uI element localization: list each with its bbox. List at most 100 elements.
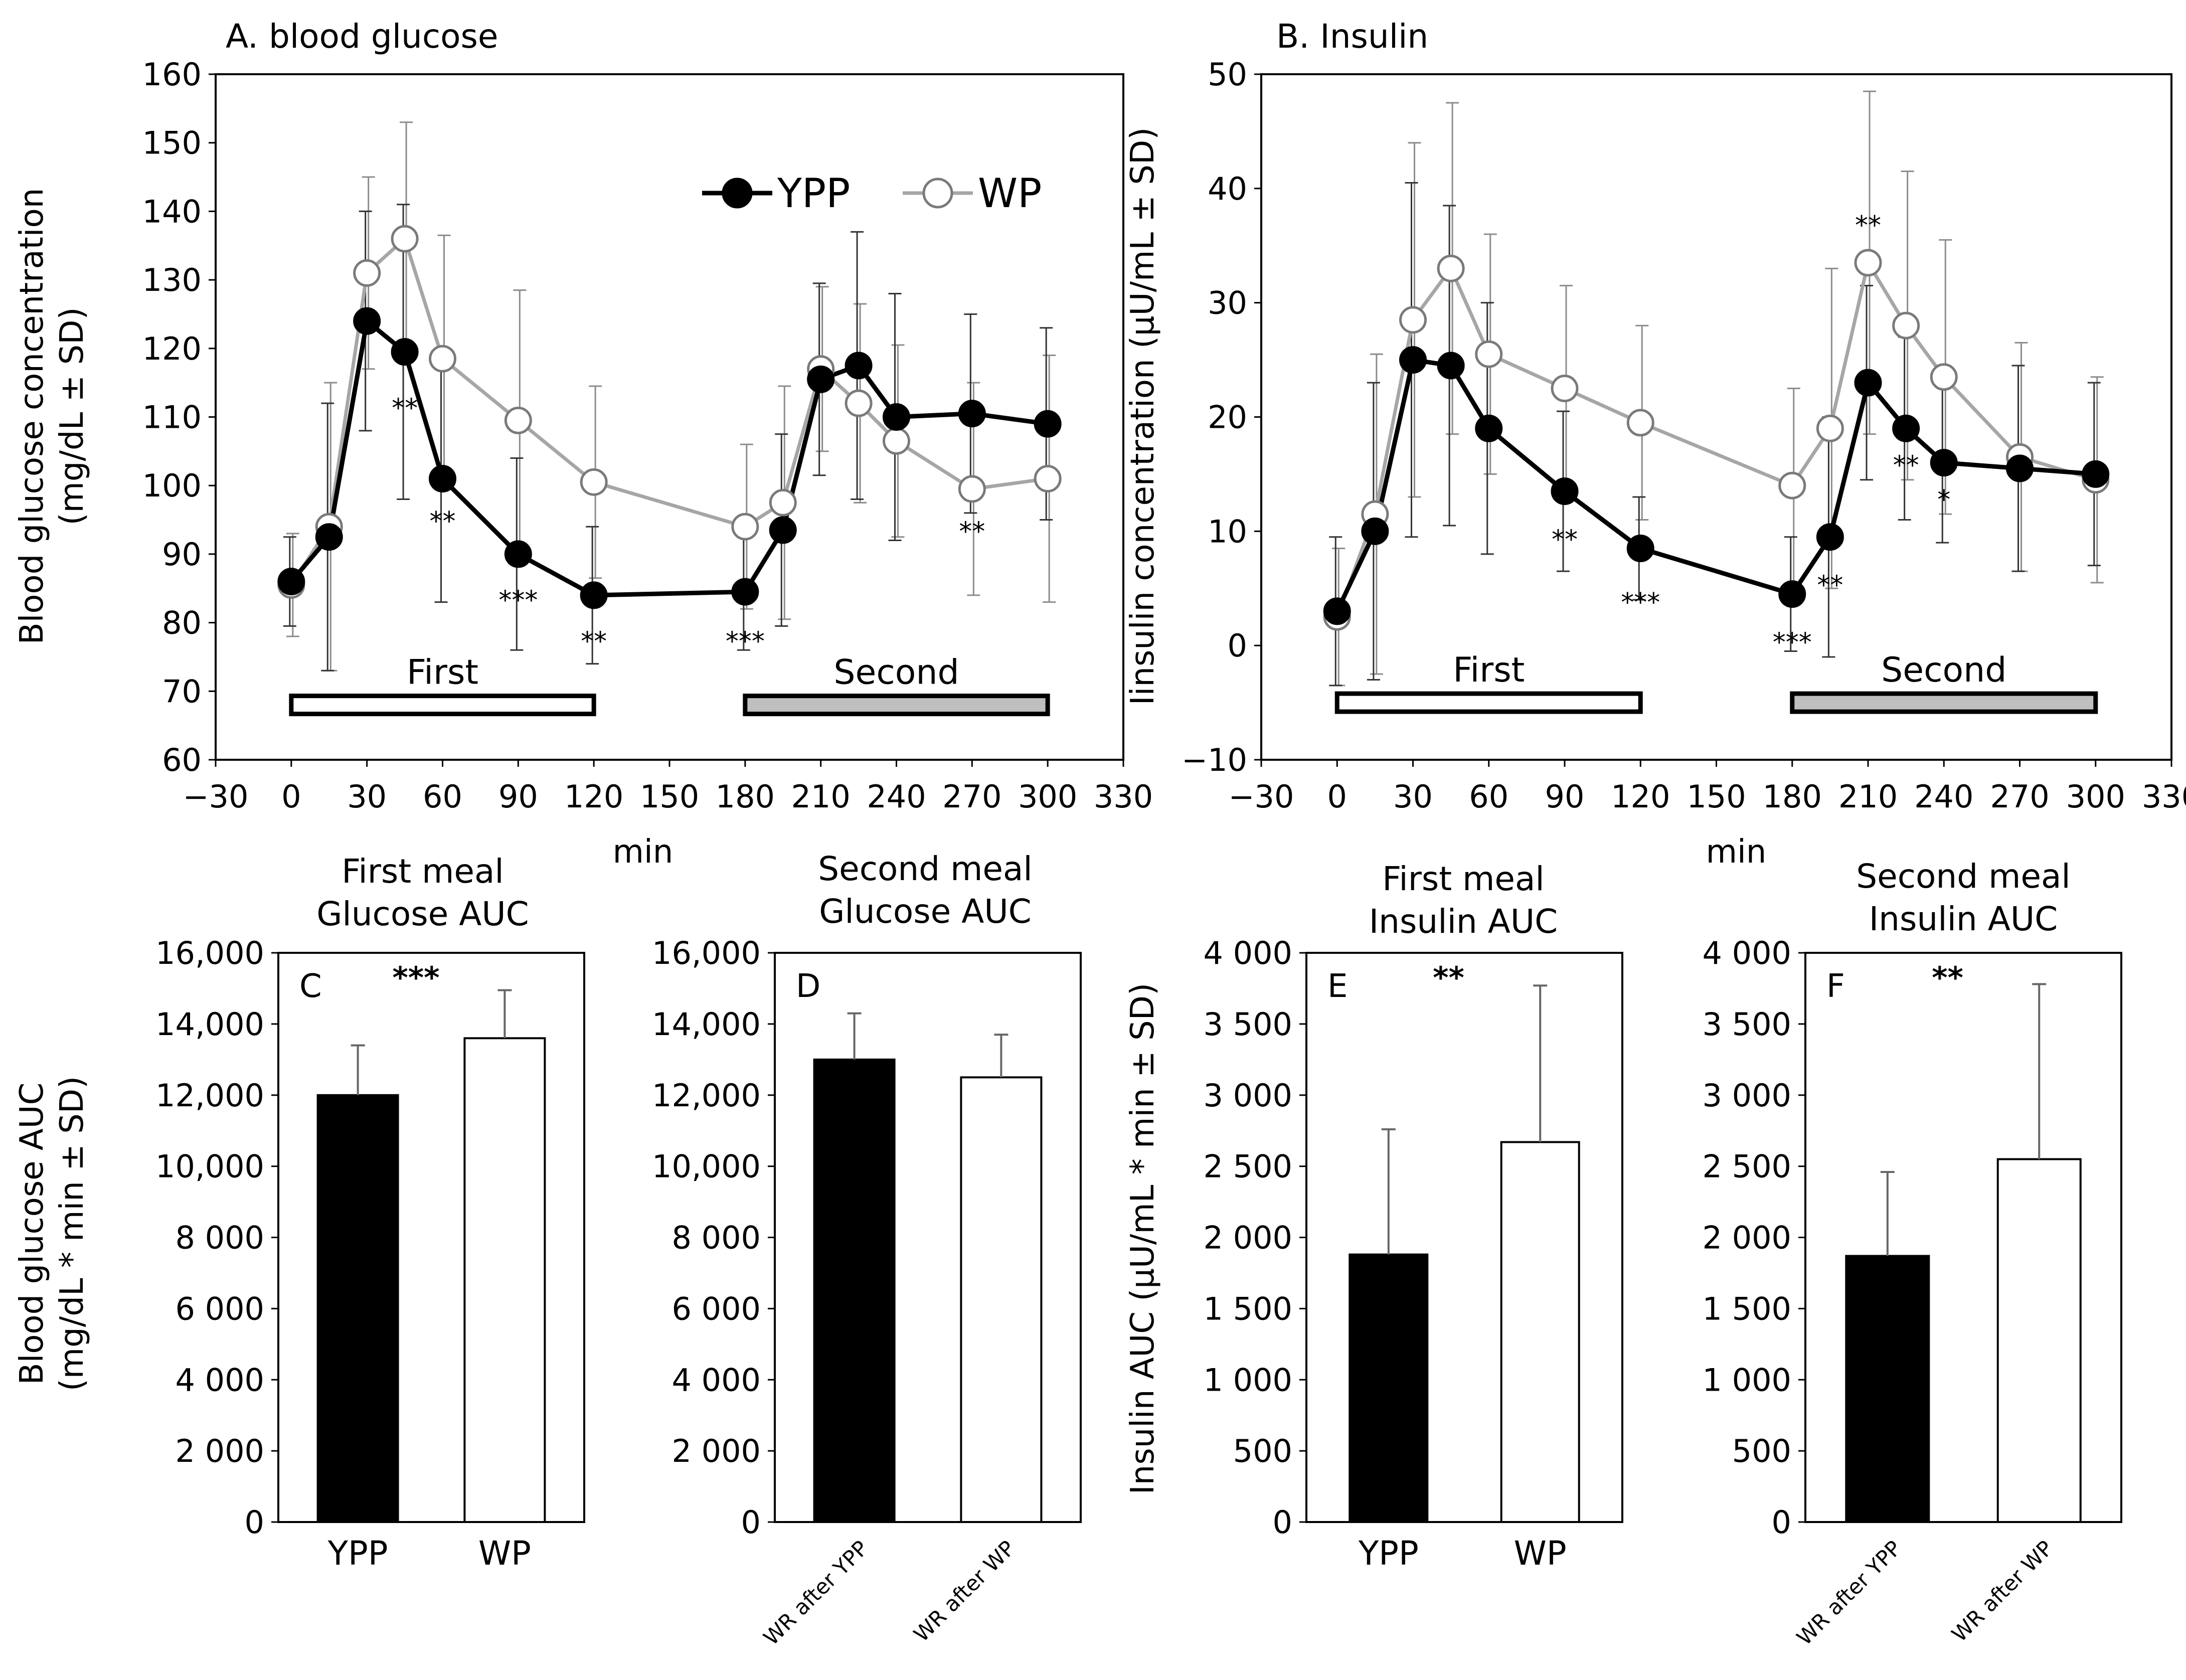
y-tick-label: 14,000 bbox=[652, 1006, 761, 1043]
data-point-ypp bbox=[1475, 414, 1503, 442]
x-tick-label: 30 bbox=[347, 778, 387, 815]
data-point-wp bbox=[504, 406, 532, 434]
y-tick-label: 120 bbox=[142, 330, 202, 367]
x-category-label: YPP bbox=[327, 1534, 388, 1573]
y-tick-label: 90 bbox=[162, 536, 202, 573]
panel-title: Second meal bbox=[818, 850, 1033, 888]
y-tick-label: 20 bbox=[1208, 399, 1247, 436]
y-tick-label: 110 bbox=[142, 399, 202, 436]
y-tick-label: 12,000 bbox=[652, 1077, 761, 1114]
data-point-ypp bbox=[1930, 449, 1958, 477]
panel-title: Insulin AUC bbox=[1369, 902, 1558, 941]
significance-marker: ** bbox=[1893, 450, 1919, 480]
bar-1 bbox=[316, 1094, 399, 1523]
bar-2 bbox=[463, 1037, 546, 1523]
plot-frame bbox=[277, 952, 585, 1523]
data-point-ypp bbox=[1778, 580, 1806, 608]
significance-marker: ** bbox=[1433, 960, 1464, 995]
data-point-ypp bbox=[958, 400, 986, 428]
x-tick-label: 60 bbox=[1469, 778, 1508, 815]
y-tick-label: 3 000 bbox=[1703, 1077, 1792, 1114]
meal-bar-label: First bbox=[1453, 650, 1525, 690]
x-tick-label: 300 bbox=[2066, 778, 2125, 815]
significance-marker: *** bbox=[392, 960, 439, 995]
data-point-wp bbox=[429, 345, 456, 373]
y-tick-label: 1 500 bbox=[1703, 1290, 1792, 1327]
data-point-ypp bbox=[277, 568, 305, 596]
data-point-ypp bbox=[1892, 414, 1920, 442]
plot-frame bbox=[1305, 952, 1623, 1523]
data-point-wp bbox=[1034, 465, 1062, 493]
significance-marker: *** bbox=[498, 585, 538, 615]
x-tick-label: 60 bbox=[423, 778, 462, 815]
x-tick-label: 90 bbox=[1545, 778, 1585, 815]
bar-2 bbox=[960, 1076, 1043, 1523]
y-tick-label: 40 bbox=[1208, 171, 1247, 207]
y-tick-label: 140 bbox=[142, 193, 202, 230]
y-tick-label: 3 500 bbox=[1703, 1006, 1792, 1043]
data-point-ypp bbox=[883, 403, 910, 431]
data-point-ypp bbox=[315, 523, 343, 551]
significance-marker: *** bbox=[1621, 588, 1660, 618]
significance-marker: *** bbox=[1773, 628, 1812, 658]
y-tick-label: 3 500 bbox=[1204, 1006, 1293, 1043]
y-tick-label: 2 500 bbox=[1204, 1148, 1293, 1185]
y-tick-label: 2 000 bbox=[672, 1433, 761, 1469]
x-tick-label: 240 bbox=[867, 778, 926, 815]
y-tick-label: 100 bbox=[142, 467, 202, 504]
y-tick-label: 10 bbox=[1208, 513, 1247, 550]
data-point-wp bbox=[1475, 340, 1503, 368]
panel-E: First meal Insulin AUC 0 500 1 000 1 500 2 000… bbox=[1124, 860, 1623, 1573]
data-point-ypp bbox=[1323, 597, 1351, 625]
data-point-wp bbox=[1626, 409, 1654, 437]
panel-label: E bbox=[1327, 968, 1348, 1005]
data-point-ypp bbox=[504, 540, 532, 568]
panel-label: C bbox=[299, 968, 322, 1005]
data-point-ypp bbox=[1361, 517, 1389, 545]
meal-bar-label: First bbox=[407, 653, 478, 693]
y-tick-label: 150 bbox=[142, 125, 202, 161]
significance-marker: ** bbox=[581, 626, 607, 656]
x-category-label: WR after WP bbox=[1947, 1536, 2058, 1646]
y-tick-label: 80 bbox=[162, 605, 202, 641]
y-tick-label: 12,000 bbox=[155, 1077, 264, 1114]
data-point-ypp bbox=[2006, 454, 2034, 482]
x-tick-label: 120 bbox=[1611, 778, 1670, 815]
y-tick-label: 16,000 bbox=[652, 935, 761, 971]
y-axis-label: Insulin AUC (µU/mL * min ± SD) bbox=[1124, 983, 1161, 1494]
data-point-ypp bbox=[807, 365, 835, 393]
x-axis-label: min bbox=[613, 833, 674, 871]
y-tick-label: 50 bbox=[1208, 56, 1247, 93]
panel-D: Second meal Glucose AUC 0 2 000 4 000 6 000 8 … bbox=[652, 850, 1082, 1650]
significance-marker: ** bbox=[959, 517, 985, 547]
y-tick-label: 500 bbox=[1233, 1433, 1292, 1469]
series-line-ypp bbox=[1335, 357, 2096, 612]
data-point-ypp bbox=[1816, 523, 1844, 551]
data-point-wp bbox=[353, 259, 381, 287]
x-tick-label: 30 bbox=[1393, 778, 1433, 815]
y-tick-label: 14,000 bbox=[155, 1006, 264, 1043]
data-point-wp bbox=[1778, 471, 1806, 499]
y-tick-label: 16,000 bbox=[155, 935, 264, 971]
y-tick-label: 0 bbox=[1273, 1504, 1292, 1541]
y-tick-label: 0 bbox=[1772, 1504, 1791, 1541]
y-tick-label: 0 bbox=[741, 1504, 761, 1541]
y-tick-label: 6 000 bbox=[672, 1290, 761, 1327]
data-point-ypp bbox=[1854, 369, 1882, 397]
y-tick-label: 130 bbox=[142, 262, 202, 298]
data-point-wp bbox=[580, 468, 608, 496]
panel-B: B. Insulin −10 0 10 20 30 40 50 −30 0 30 60 90 120 150… bbox=[1124, 17, 2186, 871]
series-line-wp bbox=[1335, 258, 2096, 618]
y-tick-label: 4 000 bbox=[1204, 935, 1293, 971]
y-tick-label: 0 bbox=[1228, 627, 1247, 664]
data-point-wp bbox=[958, 475, 986, 503]
significance-marker: ** bbox=[1932, 960, 1963, 995]
y-tick-label: 1 500 bbox=[1204, 1290, 1293, 1327]
x-category-label: WP bbox=[478, 1534, 531, 1573]
bar-2 bbox=[1500, 1141, 1580, 1523]
y-tick-label: −10 bbox=[1182, 742, 1247, 778]
x-tick-label: 240 bbox=[1914, 778, 1973, 815]
panel-label: F bbox=[1826, 968, 1845, 1005]
y-tick-label: 4 000 bbox=[176, 1362, 265, 1398]
